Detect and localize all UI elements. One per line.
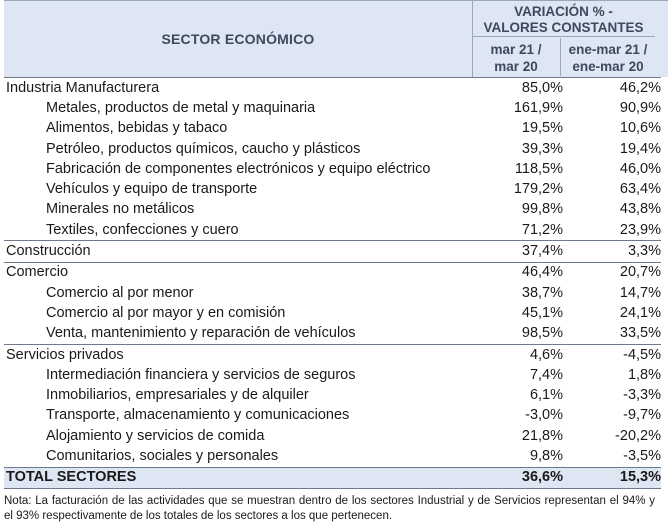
header-divider — [472, 1, 473, 77]
row-label: Construcción — [4, 240, 474, 263]
sector-variation-table: SECTOR ECONÓMICO VARIACIÓN % - VALORES C… — [4, 0, 668, 524]
subsector-row: Intermediación financiera y servicios de… — [4, 365, 661, 385]
total-row: TOTAL SECTORES 36,6% 15,3% — [4, 466, 661, 489]
subsector-row: Vehículos y equipo de transporte 179,2% 63… — [4, 179, 661, 199]
row-label: Comercio al por menor — [46, 284, 194, 301]
cumulative-value: 23,9% — [619, 221, 661, 238]
row-label: Fabricación de componentes electrónicos … — [46, 160, 431, 177]
cumulative-value: -20,2% — [615, 427, 661, 444]
monthly-value: 71,2% — [521, 221, 563, 238]
monthly-value: 4,6% — [474, 343, 567, 366]
cumulative-value: 1,8% — [627, 366, 661, 383]
subsector-row: Petróleo, productos químicos, caucho y p… — [4, 139, 661, 159]
row-label: TOTAL SECTORES — [4, 466, 474, 489]
cumulative-value: 90,9% — [619, 99, 661, 116]
subsector-row: Transporte, almacenamiento y comunicacio… — [4, 406, 661, 426]
row-label: Alimentos, bebidas y tabaco — [46, 120, 228, 137]
row-label: Servicios privados — [4, 343, 474, 366]
cumulative-header-line2: ene-mar 20 — [572, 59, 644, 74]
monthly-header-line2: mar 20 — [494, 59, 538, 74]
subsector-row: Inmobiliarios, empresariales y de alquil… — [4, 385, 661, 405]
monthly-value: -3,0% — [525, 407, 563, 424]
cumulative-value: -3,3% — [623, 387, 661, 404]
variation-header-line1: VARIACIÓN % - — [514, 4, 613, 19]
monthly-value: 6,1% — [529, 387, 563, 404]
row-label: Vehículos y equipo de transporte — [46, 181, 258, 198]
row-label: Alojamiento y servicios de comida — [46, 427, 265, 444]
cumulative-value: 15,3% — [567, 466, 661, 489]
variation-header: VARIACIÓN % - VALORES CONSTANTES — [472, 1, 655, 37]
subsector-row: Minerales no metálicos 99,8% 43,8% — [4, 200, 661, 220]
subsector-row: Textiles, confecciones y cuero 71,2% 23,9% — [4, 220, 661, 241]
cumulative-value: 33,5% — [619, 325, 661, 342]
cumulative-value: 24,1% — [619, 304, 661, 321]
footnote: Nota: La facturación de las actividades … — [4, 494, 655, 522]
row-label: Comercio al por mayor y en comisión — [46, 304, 286, 321]
monthly-value: 19,5% — [521, 120, 563, 137]
monthly-value: 98,5% — [521, 325, 563, 342]
row-label: Inmobiliarios, empresariales y de alquil… — [46, 387, 309, 404]
monthly-value: 99,8% — [521, 201, 563, 218]
cumulative-value: 46,2% — [567, 77, 661, 99]
sector-row: Comercio 46,4% 20,7% — [4, 261, 661, 283]
monthly-value: 161,9% — [513, 99, 563, 116]
row-label: Intermediación financiera y servicios de… — [46, 366, 356, 383]
monthly-value: 118,5% — [514, 160, 563, 177]
sector-row: Industria Manufacturera 85,0% 46,2% — [4, 77, 661, 99]
cumulative-value: -9,7% — [623, 407, 661, 424]
row-label: Comunitarios, sociales y personales — [46, 447, 279, 464]
row-label: Minerales no metálicos — [46, 201, 195, 218]
cumulative-value: 10,6% — [619, 120, 661, 137]
row-label: Comercio — [4, 261, 474, 283]
monthly-value: 36,6% — [474, 466, 567, 489]
cumulative-value: 46,0% — [619, 160, 661, 177]
sector-row: Servicios privados 4,6% -4,5% — [4, 343, 661, 366]
sector-row: Construcción 37,4% 3,3% — [4, 240, 661, 263]
monthly-value: 9,8% — [529, 447, 563, 464]
monthly-value: 38,7% — [521, 284, 563, 301]
row-label: Transporte, almacenamiento y comunicacio… — [46, 407, 350, 424]
row-label: Textiles, confecciones y cuero — [46, 221, 239, 238]
table-body: Industria Manufacturera 85,0% 46,2% Metales… — [4, 77, 661, 489]
cumulative-value: -4,5% — [567, 343, 661, 366]
monthly-value: 45,1% — [521, 304, 563, 321]
monthly-value: 37,4% — [474, 240, 567, 263]
cumulative-header-line1: ene-mar 21 / — [568, 42, 648, 57]
subsector-row: Comercio al por mayor y en comisión 45,1%… — [4, 303, 661, 323]
cumulative-value: 63,4% — [619, 181, 661, 198]
cumulative-value: 14,7% — [619, 284, 661, 301]
subsector-row: Metales, productos de metal y maquinaria… — [4, 98, 661, 118]
monthly-value: 179,2% — [513, 181, 563, 198]
subsector-row: Comercio al por menor 38,7% 14,7% — [4, 283, 661, 303]
subsector-row: Alimentos, bebidas y tabaco 19,5% 10,6% — [4, 119, 661, 139]
cumulative-value: 20,7% — [567, 261, 661, 283]
cumulative-value: 43,8% — [619, 201, 661, 218]
monthly-value: 21,8% — [521, 427, 563, 444]
row-label: Venta, mantenimiento y reparación de veh… — [46, 325, 356, 342]
cumulative-value: 3,3% — [567, 240, 661, 263]
row-label: Metales, productos de metal y maquinaria — [46, 99, 316, 116]
cumulative-column-header: ene-mar 21 / ene-mar 20 — [561, 38, 655, 76]
subsector-row: Alojamiento y servicios de comida 21,8% -2… — [4, 426, 661, 446]
monthly-value: 46,4% — [474, 261, 567, 283]
subsector-row: Fabricación de componentes electrónicos … — [4, 159, 661, 179]
monthly-value: 7,4% — [529, 366, 563, 383]
subsector-row: Venta, mantenimiento y reparación de veh… — [4, 324, 661, 345]
monthly-value: 85,0% — [474, 77, 567, 99]
cumulative-value: 19,4% — [619, 140, 661, 157]
monthly-header-line1: mar 21 / — [490, 42, 542, 57]
row-label: Petróleo, productos químicos, caucho y p… — [46, 140, 361, 157]
variation-header-line2: VALORES CONSTANTES — [483, 20, 644, 35]
table-header: SECTOR ECONÓMICO VARIACIÓN % - VALORES C… — [4, 0, 668, 77]
subsector-row: Comunitarios, sociales y personales 9,8% -… — [4, 446, 661, 467]
cumulative-value: -3,5% — [623, 447, 661, 464]
sector-column-header: SECTOR ECONÓMICO — [161, 31, 315, 47]
monthly-column-header: mar 21 / mar 20 — [472, 38, 561, 76]
row-label: Industria Manufacturera — [4, 77, 474, 99]
monthly-value: 39,3% — [521, 140, 563, 157]
